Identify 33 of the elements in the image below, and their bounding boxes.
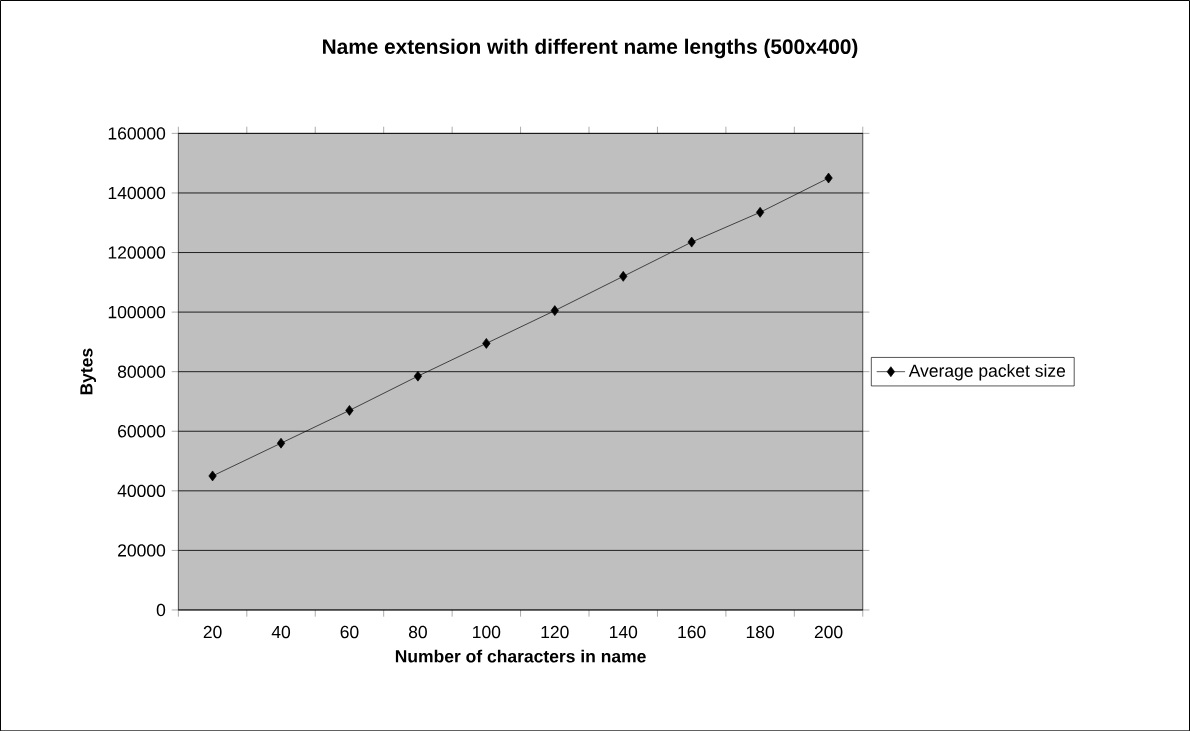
x-tick-label: 140 bbox=[609, 625, 638, 639]
x-tick-label: 60 bbox=[340, 625, 359, 639]
y-tick-label: 80000 bbox=[117, 365, 166, 378]
point bbox=[276, 437, 286, 449]
y-tick-label: 40000 bbox=[117, 484, 166, 497]
y-tick-label: 120000 bbox=[108, 246, 166, 259]
point bbox=[413, 370, 422, 382]
x-tick-label: 200 bbox=[814, 625, 843, 639]
x-tick-label: 120 bbox=[541, 625, 569, 639]
point bbox=[824, 172, 833, 184]
y-tick-label: 20000 bbox=[118, 544, 166, 557]
point bbox=[756, 206, 765, 218]
x-tick-label: 80 bbox=[408, 625, 427, 639]
y-tick-label: 60000 bbox=[118, 424, 166, 438]
point bbox=[345, 404, 354, 416]
y-tick-label: 160000 bbox=[108, 127, 166, 140]
point bbox=[482, 337, 491, 349]
y-tick-label: 100000 bbox=[108, 305, 166, 319]
x-axis-title: Number of characters in name bbox=[395, 649, 646, 663]
x-tick-label: 20 bbox=[203, 625, 222, 639]
legend-label: Average packet size bbox=[908, 363, 1066, 381]
x-tick-label: 160 bbox=[678, 625, 706, 639]
point bbox=[687, 236, 696, 248]
point bbox=[619, 270, 628, 282]
x-tick-label: 180 bbox=[746, 625, 775, 639]
y-tick-label: 140000 bbox=[108, 186, 166, 199]
x-tick-label: 40 bbox=[271, 625, 291, 639]
point bbox=[208, 470, 217, 482]
chart-title: Name extension with different name lengths (500x400) bbox=[323, 38, 858, 59]
y-axis-title: Bytes bbox=[80, 348, 97, 395]
point bbox=[550, 305, 559, 316]
x-tick-label: 100 bbox=[473, 625, 501, 639]
y-tick-label: 0 bbox=[156, 603, 166, 616]
